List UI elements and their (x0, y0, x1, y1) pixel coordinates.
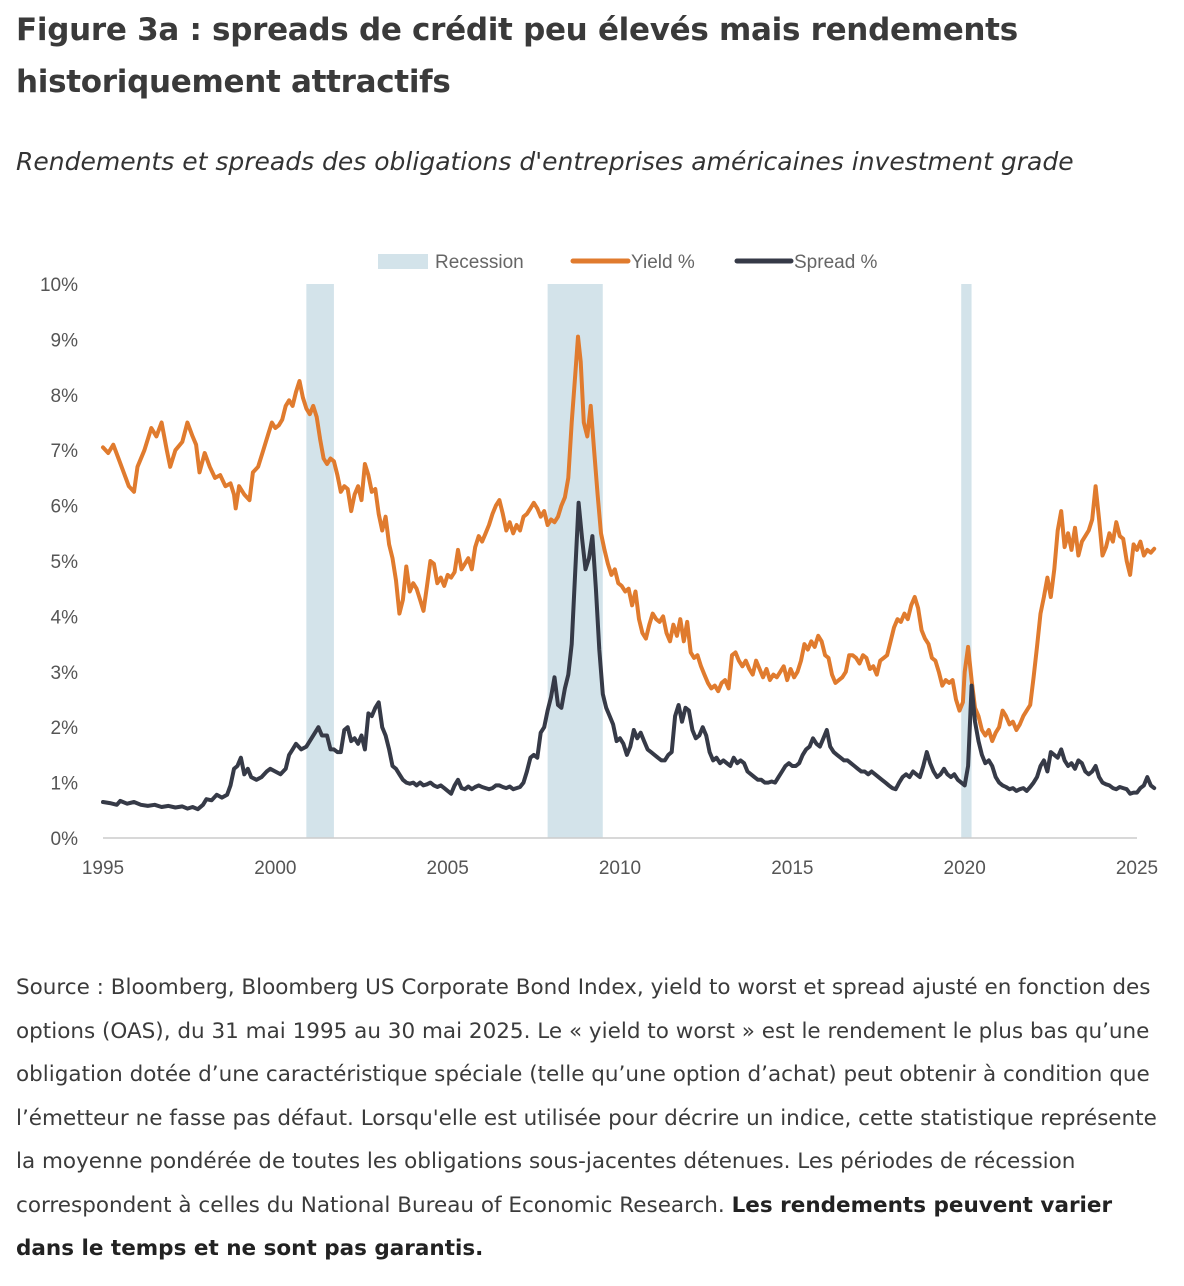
chart-axes: 0% 1% 2% 3% 4% 5% 6% 7% 8% 9% 10% 1995 2000 2005 2010 2… (40, 275, 1158, 879)
y-tick-label: 3% (51, 663, 79, 684)
chart-series (101, 334, 1157, 812)
chart-title: Figure 3a : spreads de crédit peu élevés… (16, 12, 1018, 100)
spread-series-line (101, 500, 1157, 812)
source-disclaimer: Les rendements peuvent varier dans le te… (16, 1192, 1113, 1262)
recession-band-2 (961, 284, 972, 838)
legend-label-recession: Recession (435, 252, 524, 273)
x-tick-label: 2025 (1116, 858, 1158, 879)
legend: Recession Yield % Spread % (378, 252, 878, 273)
yield-series-line (101, 334, 1157, 744)
x-tick-label: 2015 (771, 858, 813, 879)
y-tick-label: 1% (51, 774, 79, 795)
recession-bands (306, 284, 972, 838)
y-tick-label: 7% (51, 441, 79, 462)
x-tick-label: 1995 (82, 858, 124, 879)
y-tick-label: 0% (51, 829, 79, 850)
y-tick-label: 5% (51, 552, 79, 573)
source-text: Source : Bloomberg, Bloomberg US Corpora… (16, 975, 1157, 1218)
source-note: Source : Bloomberg, Bloomberg US Corpora… (16, 966, 1176, 1271)
legend-label-spread: Spread % (794, 252, 878, 273)
y-tick-label: 10% (40, 275, 78, 296)
x-tick-label: 2000 (254, 858, 296, 879)
legend-label-yield: Yield % (631, 252, 695, 273)
y-tick-label: 4% (51, 607, 79, 628)
line-chart: Recession Yield % Spread % 0% 1% 2% 3% 4% 5% 6% 7… (40, 252, 1158, 879)
legend-swatch-recession (378, 254, 428, 269)
y-tick-label: 9% (51, 330, 79, 351)
x-tick-label: 2020 (944, 858, 986, 879)
y-tick-label: 8% (51, 386, 79, 407)
chart-subtitle: Rendements et spreads des obligations d'… (16, 147, 1074, 176)
y-tick-label: 6% (51, 497, 79, 518)
x-tick-label: 2010 (599, 858, 641, 879)
recession-band-0 (306, 284, 334, 838)
y-tick-label: 2% (51, 718, 79, 739)
x-tick-label: 2005 (427, 858, 469, 879)
